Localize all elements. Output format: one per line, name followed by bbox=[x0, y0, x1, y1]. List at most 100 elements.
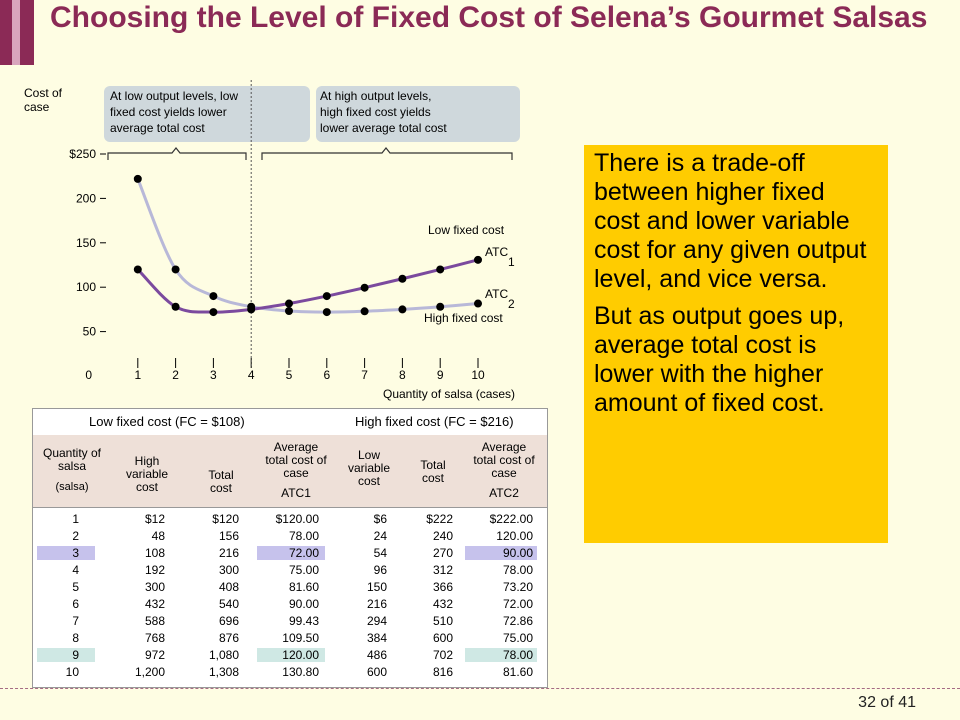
data-point-atc1 bbox=[133, 265, 142, 274]
series-label-high-fixed: High fixed cost bbox=[424, 311, 503, 325]
data-point-atc2 bbox=[133, 174, 142, 183]
y-axis-label-line2: case bbox=[24, 100, 50, 114]
label-atc2-sub: 2 bbox=[508, 297, 515, 311]
table-cell: 120.00 bbox=[496, 529, 533, 543]
table-cell: $120.00 bbox=[275, 512, 319, 526]
header-atc1-symbol: ATC1 bbox=[281, 486, 311, 500]
data-point-atc2 bbox=[398, 305, 407, 314]
table-cell: 48 bbox=[151, 529, 165, 543]
row-highlight bbox=[465, 546, 537, 560]
column-atc-high-fc: $222.00 120.00 90.00 78.00 73.20 72.00 72.86 75… bbox=[465, 511, 533, 681]
table-cell: 366 bbox=[432, 580, 453, 594]
data-point-atc1 bbox=[398, 274, 407, 283]
x-tick-label: 5 bbox=[286, 368, 293, 382]
x-axis-label: Quantity of salsa (cases) bbox=[383, 387, 515, 401]
x-tick-label: 3 bbox=[210, 368, 217, 382]
data-point-atc2 bbox=[209, 292, 218, 301]
x-tick-label: 8 bbox=[399, 368, 406, 382]
y-tick-label: 200 bbox=[76, 191, 96, 205]
y-axis-label-line1: Cost of bbox=[24, 86, 63, 100]
y-tick-label: 150 bbox=[76, 236, 96, 250]
table-cell: 696 bbox=[218, 614, 239, 628]
table-cell: $222.00 bbox=[489, 512, 533, 526]
x-tick-label: 7 bbox=[361, 368, 368, 382]
row-highlight bbox=[257, 648, 325, 662]
table-cell: 6 bbox=[72, 597, 79, 611]
table-cell: 109.50 bbox=[282, 631, 319, 645]
table-cell: 81.60 bbox=[502, 665, 533, 679]
header-atc1: Average total cost of case bbox=[265, 440, 327, 480]
table-cell: 270 bbox=[432, 546, 453, 560]
table-cell: 486 bbox=[366, 648, 387, 662]
data-point-atc2 bbox=[247, 302, 256, 311]
table-cell: 2 bbox=[72, 529, 79, 543]
table-cell: 432 bbox=[144, 597, 165, 611]
y-tick-label: 50 bbox=[83, 325, 97, 339]
table-cell: 90.00 bbox=[502, 546, 533, 560]
table-cell: 72.86 bbox=[502, 614, 533, 628]
table-cell: 24 bbox=[373, 529, 387, 543]
group-low-fixed: Low fixed cost (FC = $108) bbox=[89, 414, 245, 429]
table-cell: 120.00 bbox=[282, 648, 319, 662]
brace-right bbox=[261, 147, 513, 160]
table-cell: 10 bbox=[65, 665, 79, 679]
data-point-atc1 bbox=[322, 292, 331, 301]
series-line-atc1 bbox=[136, 258, 479, 314]
table-cell: 78.00 bbox=[288, 529, 319, 543]
table-cell: 78.00 bbox=[502, 563, 533, 577]
table-cell: 1,308 bbox=[208, 665, 239, 679]
data-point-atc1 bbox=[474, 255, 482, 264]
x-tick-label: 1 bbox=[134, 368, 141, 382]
table-cell: 8 bbox=[72, 631, 79, 645]
annotation-right-text: At high output levels, high fixed cost yi… bbox=[320, 89, 447, 135]
slide-title: Choosing the Level of Fixed Cost of Sele… bbox=[50, 1, 928, 34]
table-cell: 90.00 bbox=[288, 597, 319, 611]
output-paragraph: But as output goes up, average total cos… bbox=[594, 302, 845, 417]
annotation-left-text: At low output levels, low fixed cost yiel… bbox=[110, 89, 238, 135]
data-point-atc1 bbox=[436, 265, 445, 274]
table-cell: 81.60 bbox=[288, 580, 319, 594]
cost-table: Low fixed cost (FC = $108) High fixed co… bbox=[32, 408, 548, 688]
table-cell: 408 bbox=[218, 580, 239, 594]
table-cell: 816 bbox=[432, 665, 453, 679]
table-cell: 312 bbox=[432, 563, 453, 577]
table-cell: 99.43 bbox=[288, 614, 319, 628]
column-atc-low-fc: $120.00 78.00 72.00 75.00 81.60 90.00 99.43 109… bbox=[253, 511, 319, 681]
x-tick-label: 4 bbox=[248, 368, 255, 382]
table-cell: 1,200 bbox=[134, 665, 165, 679]
data-point-atc1 bbox=[209, 308, 218, 317]
data-point-atc1 bbox=[360, 283, 369, 292]
footer-divider bbox=[0, 688, 960, 689]
table-cell: 72.00 bbox=[288, 546, 319, 560]
data-point-atc1 bbox=[285, 299, 293, 308]
table-cell: 216 bbox=[218, 546, 239, 560]
annotation-right-box bbox=[316, 86, 520, 142]
y-tick-label: 100 bbox=[76, 280, 96, 294]
tradeoff-explanation-panel: There is a trade-off between higher fixe… bbox=[584, 145, 888, 543]
x-tick-label: 9 bbox=[437, 368, 444, 382]
y-tick-label-zero: 0 bbox=[85, 368, 92, 382]
label-atc1-sub: 1 bbox=[508, 255, 515, 269]
data-point-atc2 bbox=[436, 302, 445, 311]
row-highlight bbox=[37, 648, 95, 662]
table-cell: 75.00 bbox=[502, 631, 533, 645]
header-total-cost-2: Total cost bbox=[420, 458, 446, 485]
data-point-atc2 bbox=[285, 306, 293, 315]
table-cell: 588 bbox=[144, 614, 165, 628]
table-cell: 300 bbox=[144, 580, 165, 594]
table-cell: 5 bbox=[72, 580, 79, 594]
group-high-fixed: High fixed cost (FC = $216) bbox=[355, 414, 514, 429]
x-tick-label: 10 bbox=[471, 368, 485, 382]
y-tick-label: $250 bbox=[69, 147, 96, 161]
data-point-atc2 bbox=[360, 307, 369, 316]
table-cell: 78.00 bbox=[502, 648, 533, 662]
table-cell: 768 bbox=[144, 631, 165, 645]
header-low-vc: Low variable cost bbox=[347, 448, 391, 488]
table-cell: 73.20 bbox=[502, 580, 533, 594]
table-cell: $6 bbox=[373, 512, 387, 526]
label-atc2: ATC bbox=[485, 287, 508, 301]
table-cell: 7 bbox=[72, 614, 79, 628]
data-point-atc1 bbox=[171, 302, 180, 311]
table-cell: 4 bbox=[72, 563, 79, 577]
table-cell: 75.00 bbox=[288, 563, 319, 577]
